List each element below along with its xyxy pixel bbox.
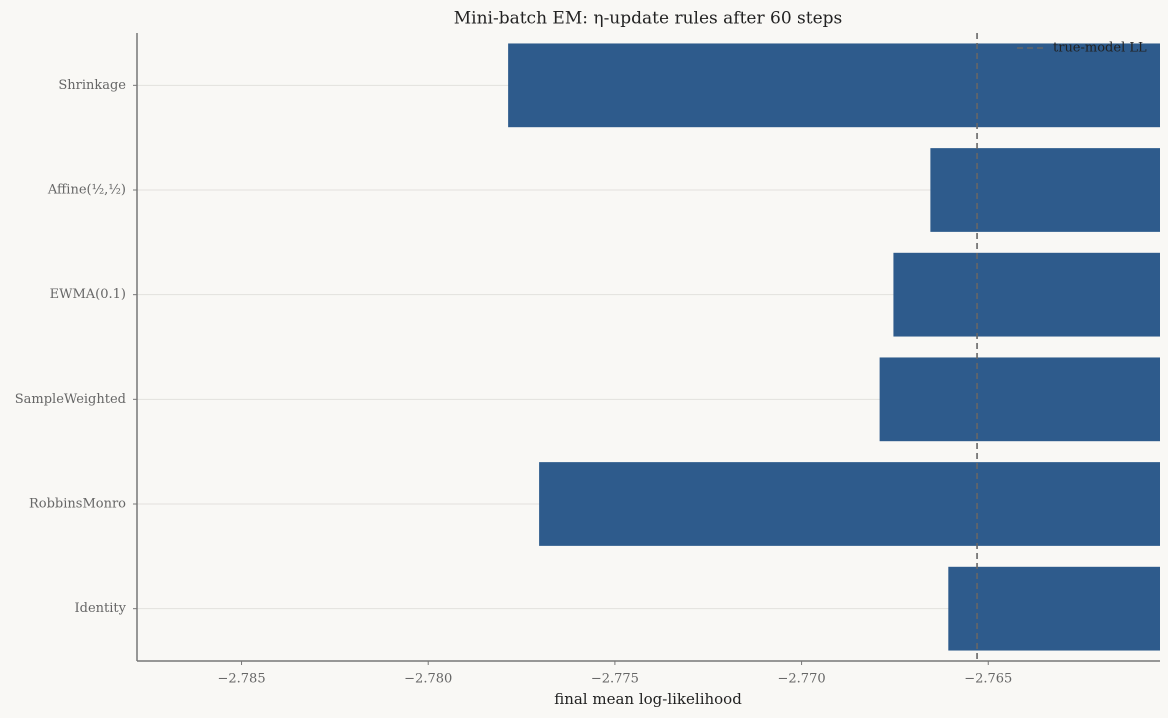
x-tick-label: −2.775 xyxy=(591,672,639,687)
x-tick-label: −2.780 xyxy=(404,672,452,687)
bar xyxy=(879,357,1160,442)
bar xyxy=(930,148,1160,232)
y-tick-label: EWMA(0.1) xyxy=(50,287,126,302)
x-tick-label: −2.770 xyxy=(778,672,826,687)
y-tick-label: Affine(½,½) xyxy=(47,183,126,198)
chart-title: Mini-batch EM: η-update rules after 60 s… xyxy=(454,9,843,29)
y-tick-label: SampleWeighted xyxy=(15,392,126,407)
x-tick-label: −2.785 xyxy=(217,672,265,687)
x-tick-label: −2.765 xyxy=(964,672,1012,687)
bar xyxy=(893,252,1160,337)
bar xyxy=(948,566,1160,651)
x-axis-label: final mean log-likelihood xyxy=(554,690,742,708)
y-tick-label: Identity xyxy=(75,601,127,616)
bar xyxy=(508,43,1160,128)
bar xyxy=(539,462,1160,546)
legend-label: true-model LL xyxy=(1053,41,1147,56)
y-tick-label: Shrinkage xyxy=(58,78,126,93)
y-tick-label: RobbinsMonro xyxy=(29,497,126,512)
